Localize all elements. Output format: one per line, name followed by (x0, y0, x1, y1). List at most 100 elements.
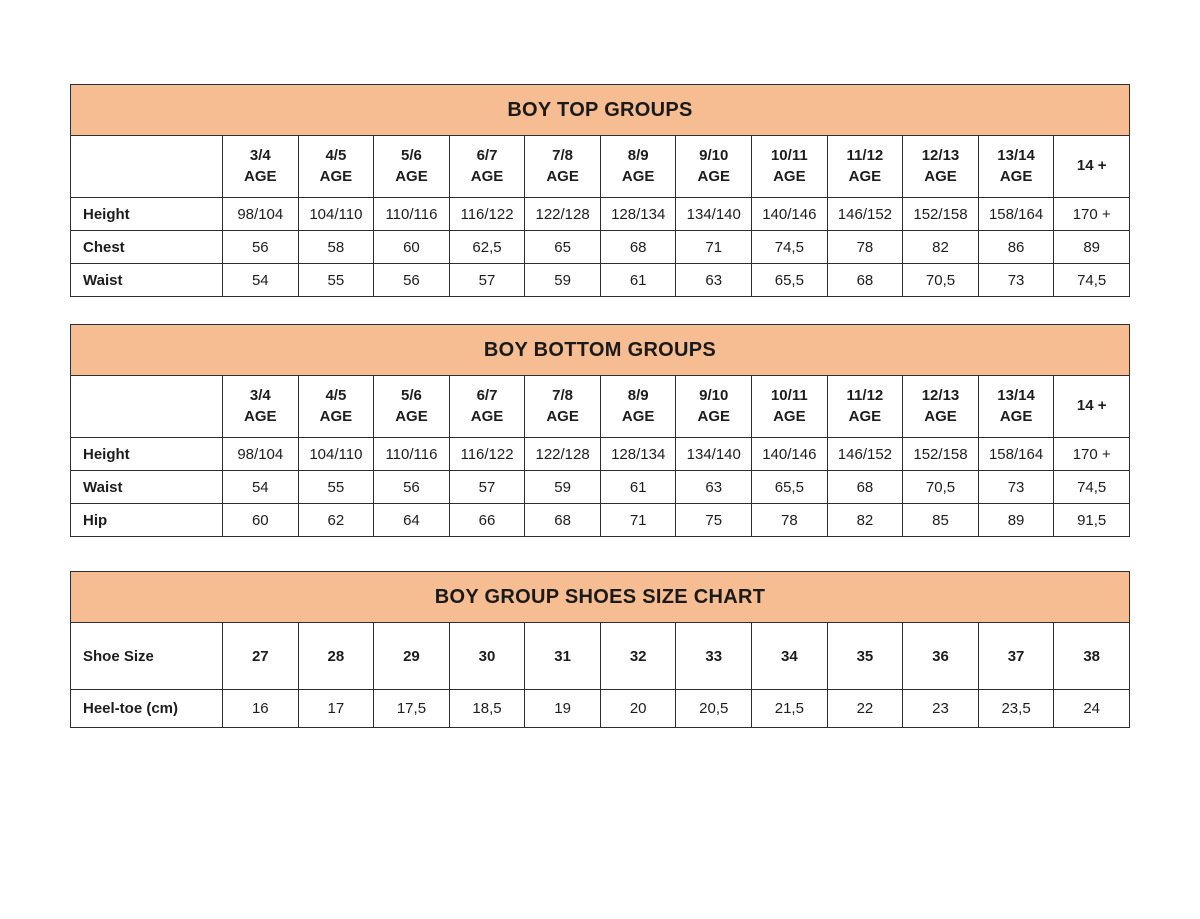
shoe-size-cell: 34 (751, 622, 828, 690)
value-cell: 74,5 (1053, 470, 1130, 504)
row-label: Shoe Size (70, 622, 223, 690)
value-cell: 68 (524, 503, 601, 537)
age-header-cell: 14 + (1053, 135, 1130, 198)
value-cell: 152/158 (902, 437, 979, 471)
row-label: Hip (70, 503, 223, 537)
age-header-cell: 7/8 AGE (524, 375, 601, 438)
value-cell: 58 (297, 230, 375, 264)
table-title-row: BOY BOTTOM GROUPS (70, 324, 1130, 376)
age-header-cell: 3/4 AGE (222, 135, 299, 198)
value-cell: 78 (751, 503, 828, 537)
age-header-cell: 5/6 AGE (373, 375, 450, 438)
value-cell: 56 (373, 470, 450, 504)
value-cell: 23 (902, 689, 979, 728)
value-cell: 20,5 (675, 689, 753, 728)
value-cell: 104/110 (297, 437, 375, 471)
value-cell: 23,5 (977, 689, 1055, 728)
boy-top-groups-table: BOY TOP GROUPS 3/4 AGE 4/5 AGE 5/6 AGE 6… (70, 84, 1130, 297)
value-cell: 89 (1053, 230, 1130, 264)
age-header-cell: 8/9 AGE (599, 135, 677, 198)
value-cell: 74,5 (1053, 263, 1130, 297)
value-cell: 74,5 (751, 230, 828, 264)
value-cell: 110/116 (373, 437, 450, 471)
value-cell: 63 (675, 470, 753, 504)
value-cell: 19 (524, 689, 601, 728)
value-cell: 73 (977, 263, 1055, 297)
corner-cell (70, 375, 223, 438)
shoe-size-cell: 31 (524, 622, 601, 690)
value-cell: 158/164 (977, 197, 1055, 231)
value-cell: 20 (599, 689, 677, 728)
row-label: Waist (70, 470, 223, 504)
age-header-cell: 5/6 AGE (373, 135, 450, 198)
value-cell: 17,5 (373, 689, 450, 728)
value-cell: 89 (977, 503, 1055, 537)
value-cell: 54 (222, 263, 299, 297)
value-cell: 60 (373, 230, 450, 264)
value-cell: 134/140 (675, 197, 753, 231)
value-cell: 85 (902, 503, 979, 537)
value-cell: 17 (297, 689, 375, 728)
value-cell: 24 (1053, 689, 1130, 728)
age-header-cell: 8/9 AGE (599, 375, 677, 438)
value-cell: 68 (826, 263, 904, 297)
value-cell: 70,5 (902, 470, 979, 504)
shoe-size-cell: 33 (675, 622, 753, 690)
value-cell: 158/164 (977, 437, 1055, 471)
value-cell: 22 (826, 689, 904, 728)
shoe-size-cell: 28 (297, 622, 375, 690)
value-cell: 70,5 (902, 263, 979, 297)
value-cell: 82 (826, 503, 904, 537)
shoe-size-cell: 27 (222, 622, 299, 690)
value-cell: 21,5 (751, 689, 828, 728)
waist-row: Waist 54 55 56 57 59 61 63 65,5 68 70,5 … (70, 263, 1130, 297)
value-cell: 146/152 (826, 197, 904, 231)
value-cell: 116/122 (448, 197, 526, 231)
age-header-cell: 13/14 AGE (977, 135, 1055, 198)
age-header-cell: 4/5 AGE (297, 375, 375, 438)
age-header-cell: 4/5 AGE (297, 135, 375, 198)
chest-row: Chest 56 58 60 62,5 65 68 71 74,5 78 82 … (70, 230, 1130, 264)
height-row: Height 98/104 104/110 110/116 116/122 12… (70, 437, 1130, 471)
value-cell: 68 (826, 470, 904, 504)
age-header-cell: 14 + (1053, 375, 1130, 438)
age-header-cell: 7/8 AGE (524, 135, 601, 198)
value-cell: 18,5 (448, 689, 526, 728)
height-row: Height 98/104 104/110 110/116 116/122 12… (70, 197, 1130, 231)
value-cell: 122/128 (524, 197, 601, 231)
row-label: Height (70, 197, 223, 231)
age-header-row: 3/4 AGE 4/5 AGE 5/6 AGE 6/7 AGE 7/8 AGE … (70, 375, 1130, 438)
row-label: Height (70, 437, 223, 471)
value-cell: 57 (448, 263, 526, 297)
value-cell: 61 (599, 263, 677, 297)
corner-cell (70, 135, 223, 198)
age-header-row: 3/4 AGE 4/5 AGE 5/6 AGE 6/7 AGE 7/8 AGE … (70, 135, 1130, 198)
value-cell: 68 (599, 230, 677, 264)
table-title: BOY GROUP SHOES SIZE CHART (70, 571, 1130, 623)
value-cell: 152/158 (902, 197, 979, 231)
value-cell: 91,5 (1053, 503, 1130, 537)
heel-toe-row: Heel-toe (cm) 16 17 17,5 18,5 19 20 20,5… (70, 689, 1130, 728)
table-title-row: BOY GROUP SHOES SIZE CHART (70, 571, 1130, 623)
shoe-size-cell: 35 (826, 622, 904, 690)
value-cell: 82 (902, 230, 979, 264)
value-cell: 65,5 (751, 263, 828, 297)
value-cell: 78 (826, 230, 904, 264)
value-cell: 56 (222, 230, 299, 264)
table-title-row: BOY TOP GROUPS (70, 84, 1130, 136)
age-header-cell: 9/10 AGE (675, 135, 753, 198)
shoe-size-cell: 30 (448, 622, 526, 690)
waist-row: Waist 54 55 56 57 59 61 63 65,5 68 70,5 … (70, 470, 1130, 504)
age-header-cell: 11/12 AGE (826, 375, 904, 438)
value-cell: 65,5 (751, 470, 828, 504)
value-cell: 122/128 (524, 437, 601, 471)
value-cell: 62 (297, 503, 375, 537)
value-cell: 146/152 (826, 437, 904, 471)
value-cell: 128/134 (599, 437, 677, 471)
shoe-size-cell: 32 (599, 622, 677, 690)
value-cell: 75 (675, 503, 753, 537)
age-header-cell: 12/13 AGE (902, 375, 979, 438)
value-cell: 170 + (1053, 437, 1130, 471)
shoe-size-row: Shoe Size 27 28 29 30 31 32 33 34 35 36 … (70, 622, 1130, 690)
value-cell: 62,5 (448, 230, 526, 264)
